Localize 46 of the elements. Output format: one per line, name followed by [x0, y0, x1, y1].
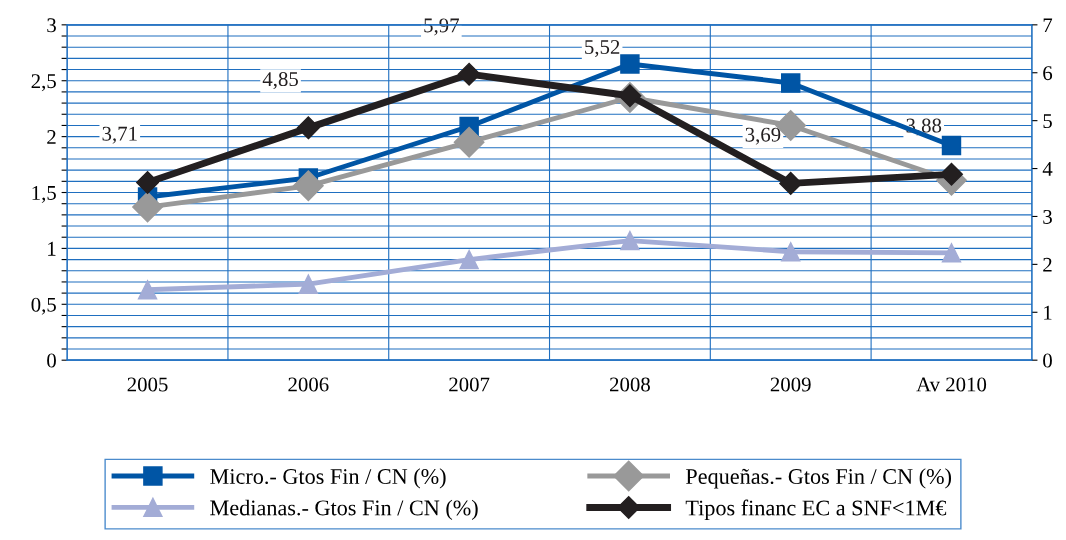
y2-tick-label: 1	[1044, 305, 1052, 320]
x-tick-label: 2005	[127, 377, 168, 392]
y2-tick-label: 5	[1043, 114, 1052, 129]
point	[620, 230, 640, 251]
point	[939, 162, 963, 186]
point	[941, 243, 962, 263]
data-label: 4,85	[262, 72, 298, 90]
y-tick-label: 0,5	[31, 297, 56, 315]
x-tick-label: Av 2010	[916, 377, 987, 392]
x-tick-label: 2009	[770, 377, 811, 392]
point	[941, 135, 962, 156]
y2-tick-label: 0	[1043, 353, 1052, 368]
y-tick-label: 1,5	[32, 185, 56, 203]
x-tick-label: 2007	[449, 377, 490, 392]
point	[780, 242, 801, 262]
point	[132, 191, 163, 223]
y-tick-label: 1	[48, 241, 56, 256]
y-tick-label: 2,5	[31, 74, 56, 92]
data-label: 3,69	[745, 127, 781, 145]
point	[296, 116, 320, 140]
legend-label: Pequeñas.- Gtos Fin / CN (%)	[685, 468, 952, 489]
y-tick-label: 3	[47, 18, 56, 33]
x-tick-label: 2006	[288, 377, 329, 392]
point	[298, 274, 319, 294]
point	[136, 170, 160, 194]
point	[137, 280, 158, 300]
y2-tick-label: 6	[1043, 66, 1053, 81]
x-tick-label: 2008	[610, 377, 650, 392]
point	[457, 62, 481, 86]
point	[780, 73, 801, 93]
y2-tick-label: 7	[1043, 18, 1053, 33]
legend-label: Tipos financ EC a SNF<1M€	[685, 499, 947, 520]
y-tick-label: 0	[47, 353, 56, 368]
data-label: 3,71	[102, 126, 137, 144]
y2-tick-label: 3	[1043, 209, 1052, 224]
y2-tick-label: 4	[1042, 162, 1053, 176]
y-tick-label: 2	[47, 130, 56, 144]
point	[292, 170, 324, 202]
point	[779, 171, 803, 195]
y2-tick-label: 2	[1043, 257, 1052, 272]
legend-label: Micro.- Gtos Fin / CN (%)	[210, 468, 446, 489]
point	[453, 126, 485, 158]
data-label: 5,52	[585, 40, 620, 58]
point	[620, 54, 640, 74]
point	[459, 249, 479, 270]
legend-label: Medianas.- Gtos Fin / CN (%)	[210, 499, 478, 520]
